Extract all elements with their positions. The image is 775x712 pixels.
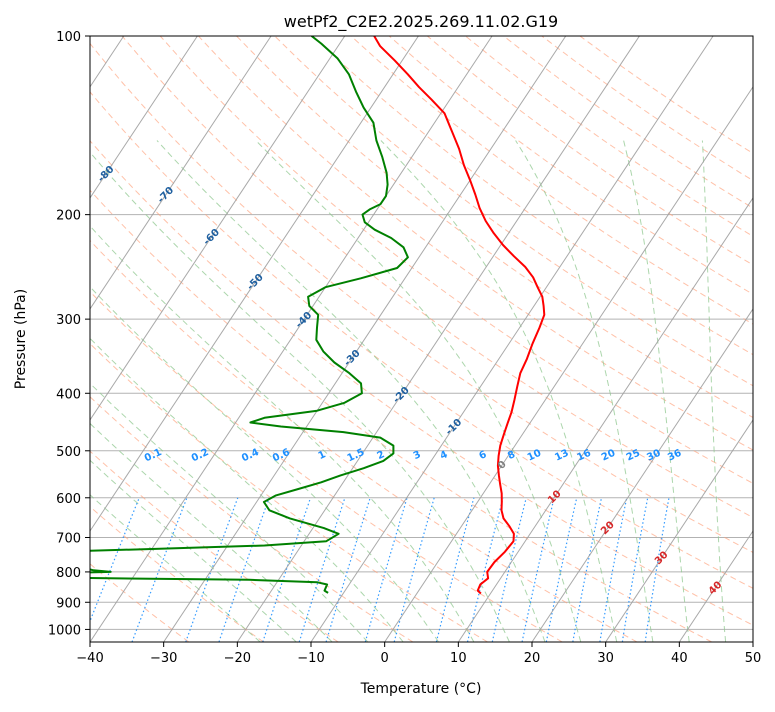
isotherm-label: -80 — [96, 164, 117, 185]
y-tick-label: 100 — [56, 30, 81, 45]
moist-adiabat-line — [0, 141, 368, 643]
y-tick-label: 200 — [56, 209, 81, 224]
dry-adiabat-line — [580, 36, 775, 642]
isotherm-line — [16, 36, 418, 642]
isotherm-label: -40 — [294, 310, 315, 331]
moist-adiabat-line — [157, 141, 545, 643]
temperature-line — [374, 36, 544, 594]
isotherm-line — [311, 36, 713, 642]
mixing-ratio-label: 36 — [666, 448, 683, 464]
y-tick-label: 500 — [56, 445, 81, 460]
isotherm-label: 40 — [707, 580, 725, 598]
x-tick-label: 0 — [381, 651, 389, 666]
y-tick-label: 800 — [56, 566, 81, 581]
y-tick-label: 1000 — [48, 623, 81, 638]
mixing-ratio-label: 1.5 — [346, 447, 367, 464]
isotherm-label: 20 — [599, 520, 617, 538]
dry-adiabat-line — [122, 36, 775, 642]
moist-adiabat-line — [516, 141, 653, 643]
mixing-ratio-label: 0.4 — [240, 447, 261, 464]
mixing-ratio-label: 10 — [526, 448, 543, 464]
x-tick-label: 20 — [524, 651, 541, 666]
mixing-ratio-label: 13 — [553, 448, 570, 464]
moist-adiabat-line — [0, 141, 260, 643]
y-tick-label: 300 — [56, 313, 81, 328]
mixing-ratio-line — [219, 498, 269, 642]
dry-adiabat-line — [0, 36, 338, 642]
series-layer — [6, 36, 544, 594]
moist-adiabat-line — [0, 141, 332, 643]
background-reference-lines — [0, 36, 775, 642]
dry-adiabat-line — [313, 36, 775, 642]
isotherm-line — [90, 36, 492, 642]
isotherm-line — [606, 36, 775, 642]
dry-adiabat-line — [0, 36, 413, 642]
mixing-ratio-label: 20 — [600, 448, 617, 464]
plot-frame — [90, 36, 753, 642]
isotherm-label: -100 — [0, 110, 6, 136]
isotherm-label: -50 — [245, 272, 266, 293]
isotherm-line — [237, 36, 639, 642]
mixing-ratio-label: 30 — [645, 448, 662, 464]
dry-adiabat-line — [275, 36, 775, 642]
mixing-ratio-line — [299, 498, 345, 642]
y-tick-label: 400 — [56, 387, 81, 402]
mixing-ratio-line — [326, 498, 370, 642]
dry-adiabat-line — [0, 36, 488, 642]
isotherm-line — [0, 36, 345, 642]
y-axis-label: Pressure (hPa) — [13, 289, 29, 389]
mixing-ratio-label: 0.2 — [190, 447, 211, 464]
isotherm-line — [679, 36, 775, 642]
mixing-ratio-line — [546, 498, 576, 642]
mixing-ratio-line — [132, 498, 187, 642]
isotherm-label: -20 — [391, 385, 412, 406]
x-tick-label: −40 — [76, 651, 103, 666]
isotherm-label: 30 — [653, 550, 671, 568]
x-tick-label: −20 — [224, 651, 251, 666]
dry-adiabat-line — [84, 36, 775, 642]
isotherm-line — [753, 36, 775, 642]
y-tick-label: 900 — [56, 596, 81, 611]
mixing-ratio-line — [492, 498, 526, 642]
isotherm-label: -60 — [201, 227, 222, 248]
x-tick-label: 40 — [671, 651, 688, 666]
x-tick-label: 10 — [450, 651, 467, 666]
isotherm-label: 10 — [546, 489, 564, 507]
x-tick-label: −10 — [297, 651, 324, 666]
isotherm-line — [0, 36, 271, 642]
x-tick-label: 30 — [597, 651, 614, 666]
isotherm-line — [532, 36, 775, 642]
isotherm-label: -30 — [342, 348, 363, 369]
x-axis-label: Temperature (°C) — [360, 681, 482, 697]
y-tick-label: 600 — [56, 492, 81, 507]
mixing-ratio-label: 25 — [625, 448, 642, 464]
dry-adiabat-line — [0, 36, 562, 642]
isotherm-label: -90 — [40, 137, 61, 158]
dry-adiabat-line — [389, 36, 775, 642]
chart-title: wetPf2_C2E2.2025.269.11.02.G19 — [284, 12, 558, 32]
mixing-ratio-line — [365, 498, 407, 642]
x-tick-label: 50 — [745, 651, 762, 666]
mixing-ratio-line — [522, 498, 554, 642]
isotherm-label: -10 — [444, 417, 465, 438]
isotherm-label: -70 — [156, 185, 177, 206]
x-tick-label: −30 — [150, 651, 177, 666]
dry-adiabat-line — [504, 36, 775, 642]
isotherm-line — [385, 36, 775, 642]
y-tick-label: 700 — [56, 532, 81, 547]
mixing-ratio-label: 0.6 — [271, 447, 292, 464]
